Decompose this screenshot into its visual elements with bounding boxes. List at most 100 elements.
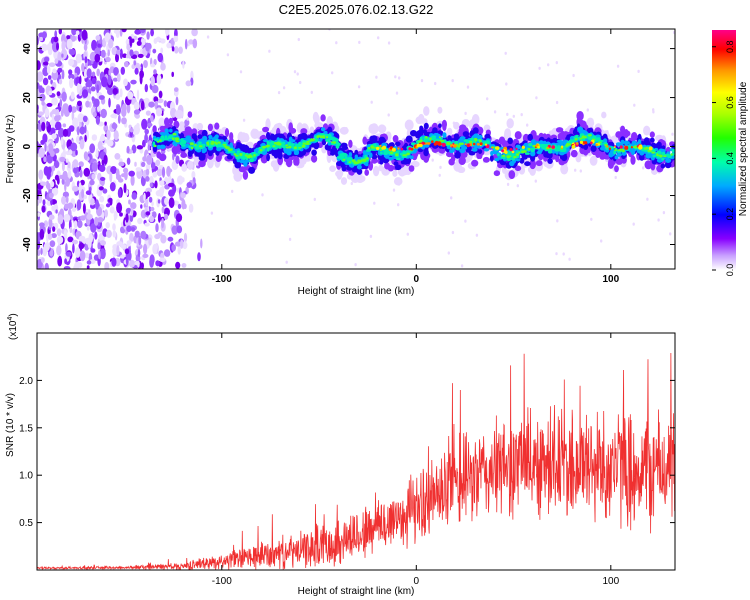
noise-speckle xyxy=(161,206,165,214)
noise-speckle xyxy=(49,119,56,126)
noise-speckle xyxy=(123,78,128,87)
noise-speckle xyxy=(64,215,69,223)
noise-speckle xyxy=(86,260,92,265)
noise-speckle xyxy=(296,72,299,76)
noise-speckle xyxy=(128,259,136,268)
noise-speckle xyxy=(42,199,46,206)
noise-speckle xyxy=(68,125,75,132)
noise-speckle xyxy=(78,182,82,192)
noise-speckle xyxy=(358,40,361,45)
signal-peak xyxy=(589,141,593,145)
noise-speckle xyxy=(151,84,159,94)
signal-blob xyxy=(242,170,249,180)
noise-speckle xyxy=(181,163,188,172)
signal-blob xyxy=(300,132,307,138)
noise-speckle xyxy=(48,62,56,67)
signal-blob xyxy=(248,166,256,174)
noise-speckle xyxy=(57,67,63,73)
signal-blob xyxy=(643,137,650,144)
signal-blob xyxy=(507,155,512,158)
noise-speckle xyxy=(146,191,151,197)
noise-speckle xyxy=(44,141,47,152)
noise-speckle xyxy=(171,244,176,252)
noise-speckle xyxy=(38,147,45,158)
noise-speckle xyxy=(175,261,181,269)
noise-speckle xyxy=(78,242,85,250)
noise-speckle xyxy=(46,120,49,127)
signal-blob xyxy=(180,138,184,142)
noise-speckle xyxy=(464,219,467,223)
signal-blob xyxy=(266,153,270,162)
signal-blob xyxy=(224,128,230,137)
noise-speckle xyxy=(166,42,172,49)
signal-blob xyxy=(490,150,494,156)
noise-speckle xyxy=(131,192,138,200)
noise-speckle xyxy=(150,206,155,212)
noise-speckle xyxy=(96,84,100,94)
noise-speckle xyxy=(133,109,141,115)
signal-blob xyxy=(391,151,396,155)
signal-blob xyxy=(530,139,537,145)
noise-speckle xyxy=(52,226,56,232)
signal-peak xyxy=(638,144,643,149)
signal-blob xyxy=(415,116,424,124)
noise-speckle xyxy=(155,159,161,167)
signal-blob xyxy=(249,158,255,163)
signal-blob xyxy=(336,156,342,159)
noise-speckle xyxy=(171,46,175,52)
noise-speckle xyxy=(126,145,130,154)
noise-speckle xyxy=(632,222,635,226)
noise-speckle xyxy=(161,185,165,194)
noise-speckle xyxy=(147,122,153,127)
spectrogram-frame xyxy=(36,28,676,270)
noise-speckle xyxy=(109,171,113,183)
noise-speckle xyxy=(58,78,63,85)
signal-blob xyxy=(620,125,626,134)
signal-blob xyxy=(423,148,429,157)
noise-speckle xyxy=(242,118,246,122)
signal-blob xyxy=(471,114,480,125)
signal-blob xyxy=(320,127,326,132)
signal-blob xyxy=(409,155,414,160)
noise-speckle xyxy=(48,218,53,228)
noise-speckle xyxy=(100,177,106,181)
signal-peak xyxy=(613,146,616,149)
signal-peak xyxy=(451,146,454,148)
noise-speckle xyxy=(155,260,160,267)
y-tick-label: 1.0 xyxy=(19,471,33,482)
noise-speckle xyxy=(51,165,56,172)
signal-blob xyxy=(579,137,583,140)
signal-blob xyxy=(341,166,347,172)
signal-blob xyxy=(624,140,629,146)
noise-speckle xyxy=(119,48,123,60)
noise-speckle xyxy=(166,165,171,177)
noise-speckle xyxy=(111,257,117,267)
signal-peak xyxy=(575,142,579,145)
signal-blob xyxy=(652,154,657,158)
signal-peak xyxy=(521,145,525,149)
x-tick-label: 0 xyxy=(414,576,420,587)
noise-speckle xyxy=(121,29,127,33)
signal-blob xyxy=(527,147,531,151)
noise-speckle xyxy=(420,79,424,83)
snr-y-axis-label: SNR (10 * v/v) xyxy=(5,393,16,457)
signal-blob xyxy=(271,151,277,157)
noise-speckle xyxy=(67,236,74,243)
noise-speckle xyxy=(114,153,121,160)
noise-speckle xyxy=(91,134,98,141)
signal-peak xyxy=(595,143,598,147)
noise-speckle xyxy=(96,68,100,77)
signal-blob xyxy=(348,161,352,164)
signal-peak xyxy=(619,145,623,149)
noise-speckle xyxy=(125,54,130,59)
noise-speckle xyxy=(126,43,131,51)
noise-speckle xyxy=(144,222,150,227)
noise-speckle xyxy=(67,169,72,179)
noise-speckle xyxy=(99,164,106,172)
signal-blob xyxy=(649,137,655,143)
signal-blob xyxy=(243,133,250,143)
noise-speckle xyxy=(65,243,68,254)
noise-speckle xyxy=(555,100,559,105)
